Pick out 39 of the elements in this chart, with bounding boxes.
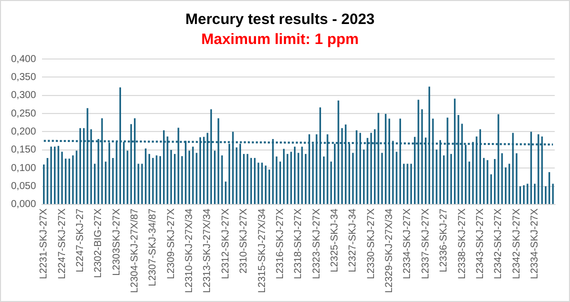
x-tick-label: L2338-SKJ-27X [456,208,468,280]
y-tick-label: 0,000 [10,199,36,210]
x-tick-label: L2337-SKJ-27X [420,208,432,280]
x-tick-label: L2334-SKJ-27X [530,208,541,280]
x-tick-label: L2247-SKJ-27 [74,208,86,272]
x-tick-label: L2343-SKJ-27X [474,208,486,280]
x-tick-label: L2329-SKJ-27X/34 [384,208,396,294]
x-tick-label: L2330-SKJ-27X [366,208,377,280]
x-tick-label: L2342-SKJ-27X [493,208,504,280]
x-tick-label: L2316-SKJ-27X [274,208,286,280]
x-tick-label: L2247-SKJ-27X [56,208,68,280]
y-tick-label: 0,400 [10,54,36,65]
y-tick-label: 0,200 [10,126,36,138]
x-tick-label: L2304-SKJ-27X/87 [130,208,141,294]
chart-title: Mercury test results - 2023 [185,11,375,28]
y-tick-label: 0,250 [10,108,36,120]
x-tick-label: L2307-SKJ-34/87 [148,208,159,286]
x-tick-label: L2342-SKJ-27X [511,208,522,280]
x-tick-label: L2313-SKJ-27X/34 [202,208,214,294]
x-tick-label: L2318-SKJ-27X [293,208,304,280]
x-tick-label: L2323-SKJ-27X [311,208,322,280]
x-tick-label: L2336-SKJ-27 [438,208,450,272]
y-tick-label: 0,300 [10,90,36,102]
x-tick-label: L2303SKJ-27X [111,208,122,276]
x-tick-label: 2310-SKJ-27X [238,208,250,274]
chart-subtitle: Maximum limit: 1 ppm [201,31,359,48]
y-tick-label: 0,100 [10,162,36,174]
y-tick-label: 0,350 [10,72,36,83]
y-tick-label: 0,150 [10,144,36,156]
x-tick-label: L2310-SKJ-27X/34 [184,208,196,294]
x-tick-label: L2327-SKJ-34 [348,208,359,272]
x-tick-label: L2325-SKJ-34 [330,208,341,272]
x-tick-label: L2302-BIG-27X [93,208,104,278]
y-tick-label: 0,050 [10,181,36,192]
x-tick-label: L2334-SKJ-27X [402,208,414,280]
x-tick-label: L2312-SKJ-27X [220,208,232,280]
x-tick-label: L2315-SKJ-27X/34 [256,208,268,294]
x-tick-label: L2231-SKJ-27X [38,208,50,280]
x-tick-label: L2309-SKJ-27X [166,208,177,280]
